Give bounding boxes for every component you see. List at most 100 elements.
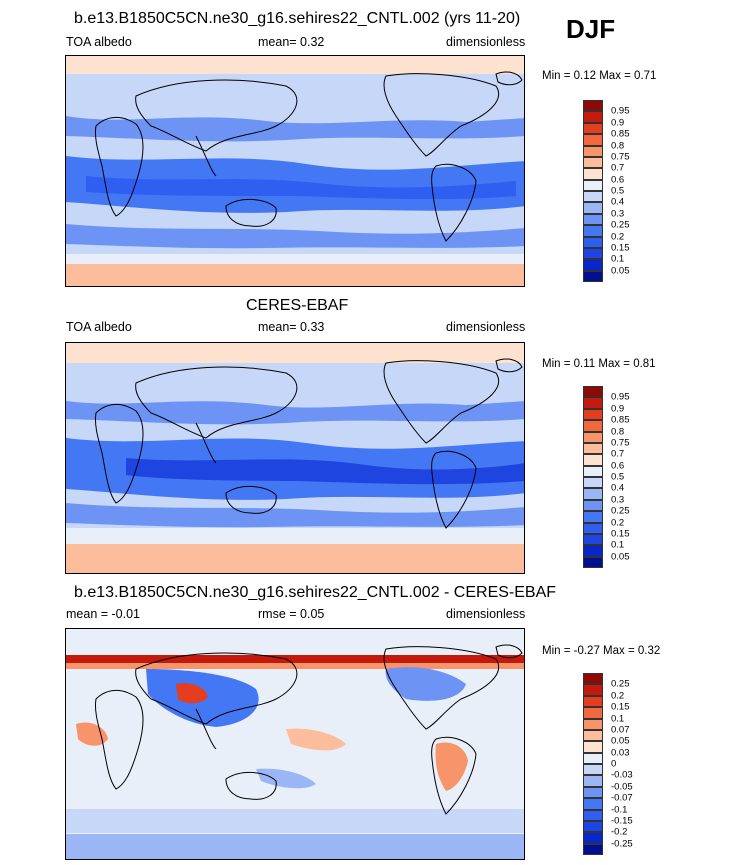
colorbar-tick-label: 0.4 xyxy=(611,196,625,208)
namerica-negative-region xyxy=(385,667,466,701)
colorbar-cell xyxy=(583,122,603,135)
colorbar-cell xyxy=(583,225,603,237)
panel-2-map xyxy=(65,342,525,574)
colorbar-cell xyxy=(583,775,603,787)
north-america-outline xyxy=(383,73,499,157)
africa-outline xyxy=(95,117,144,217)
colorbar-tick-label: 0.25 xyxy=(611,678,630,690)
colorbar-tick-label: 0 xyxy=(611,758,617,770)
colorbar-tick-label: 0.25 xyxy=(611,505,630,517)
colorbar-cell xyxy=(583,843,603,855)
colorbar-tick-label: 0.1 xyxy=(611,253,625,265)
africa-outline xyxy=(95,690,144,790)
coastlines xyxy=(95,358,523,529)
panel-3-colorbar: -0.25 -0.2 -0.15 -0.1 -0.07 -0.05 -0.03 0 0.03 0.… xyxy=(583,673,633,855)
eurasia-outline xyxy=(135,79,298,152)
colorbar-cell xyxy=(583,111,603,123)
southern-ocean-band xyxy=(66,254,524,264)
colorbar-tick-label: 0.25 xyxy=(611,219,630,231)
colorbar-tick-label: 0.95 xyxy=(611,105,630,117)
colorbar-cell xyxy=(583,202,603,214)
panel-1-map-svg xyxy=(66,56,524,286)
southern-ocean-band xyxy=(66,528,524,544)
panel-2-mean-label: mean= 0.33 xyxy=(258,320,325,334)
colorbar-cell xyxy=(583,477,603,489)
colorbar-cell xyxy=(583,684,603,696)
colorbar-tick-label: 0.9 xyxy=(611,117,625,129)
colorbar-cell xyxy=(583,236,603,248)
australia-outline xyxy=(225,486,277,514)
pacific-positive-region xyxy=(286,728,346,751)
arctic-positive-band xyxy=(66,655,524,663)
colorbar-cell xyxy=(583,832,603,844)
colorbar-tick-label: 0.03 xyxy=(611,747,630,759)
colorbar-cell xyxy=(583,397,603,409)
colorbar-tick-label: 0.05 xyxy=(611,551,630,563)
india-outline xyxy=(195,422,217,464)
tropical-core-band xyxy=(86,176,516,200)
antarctic-band xyxy=(66,543,524,573)
colorbar-tick-label: 0.6 xyxy=(611,174,625,186)
panel-1-title: b.e13.B1850C5CN.ne30_g16.sehires22_CNTL.… xyxy=(74,10,521,27)
colorbar-tick-label: 0.5 xyxy=(611,185,625,197)
colorbar-tick-label: 0.15 xyxy=(611,528,630,540)
colorbar-cell xyxy=(583,556,603,568)
south-america-outline xyxy=(431,450,477,529)
coastlines xyxy=(95,644,523,815)
colorbar-tick-label: 0.3 xyxy=(611,208,625,220)
colorbar-cell xyxy=(583,179,603,191)
colorbar-cell xyxy=(583,764,603,776)
colorbar-cell xyxy=(583,100,603,112)
panel-1-minmax: Min = 0.12 Max = 0.71 xyxy=(542,70,657,82)
colorbar-tick-label: 0.95 xyxy=(611,391,630,403)
panel-1-units-label: dimensionless xyxy=(446,35,526,49)
colorbar-cell xyxy=(583,156,603,169)
colorbar-tick-label: 0.1 xyxy=(611,713,625,724)
greenland-outline xyxy=(495,358,523,373)
arctic-band xyxy=(66,343,524,363)
colorbar-cell xyxy=(583,533,603,546)
panel-3-map-svg xyxy=(66,629,524,859)
colorbar-cell xyxy=(583,545,603,557)
colorbar-cell xyxy=(583,270,603,282)
north-america-outline xyxy=(383,360,499,444)
panel-2-colorbar: 0.05 0.1 0.15 0.2 0.25 0.3 0.4 0.5 0.6 0.7 0.75 0.8… xyxy=(583,386,630,568)
north-america-outline xyxy=(383,646,499,730)
colorbar-tick-label: 0.3 xyxy=(611,494,625,506)
colorbar-cell xyxy=(583,511,603,523)
colorbar-cell xyxy=(583,134,603,146)
south-pacific-negative-region xyxy=(256,768,316,789)
colorbar-tick-label: 0.75 xyxy=(611,437,630,449)
season-label: DJF xyxy=(566,14,616,44)
colorbar-tick-label: -0.05 xyxy=(611,781,633,793)
colorbar-cell xyxy=(583,741,603,753)
southern-ocean-band xyxy=(66,809,524,833)
arctic-band xyxy=(66,56,524,74)
colorbar-tick-label: 0.7 xyxy=(611,162,625,174)
south-america-outline xyxy=(431,163,477,242)
colorbar-cell xyxy=(583,695,603,708)
south-america-outline xyxy=(431,736,477,815)
greenland-outline xyxy=(495,71,523,86)
colorbar-cell xyxy=(583,729,603,742)
india-outline xyxy=(195,135,217,177)
colorbar-tick-label: 0.85 xyxy=(611,414,630,426)
colorbar-cell xyxy=(583,213,603,226)
colorbar-cell xyxy=(583,465,603,477)
colorbar-cell xyxy=(583,408,603,421)
colorbar-tick-label: 0.8 xyxy=(611,140,625,151)
colorbar-cell xyxy=(583,191,603,203)
colorbar-cell xyxy=(583,454,603,466)
australia-outline xyxy=(225,772,277,800)
coastlines xyxy=(95,71,523,242)
subtropical-south-band xyxy=(66,224,524,249)
colorbar-cell xyxy=(583,718,603,730)
colorbar-tick-label: -0.2 xyxy=(611,826,628,838)
colorbar-tick-label: 0.15 xyxy=(611,701,630,713)
panel-1-map xyxy=(65,55,525,287)
colorbar-cell xyxy=(583,145,603,157)
australia-outline xyxy=(225,199,277,227)
atlantic-positive-region xyxy=(76,722,108,746)
panel-2-units-label: dimensionless xyxy=(446,320,526,334)
colorbar-tick-label: 0.5 xyxy=(611,471,625,483)
